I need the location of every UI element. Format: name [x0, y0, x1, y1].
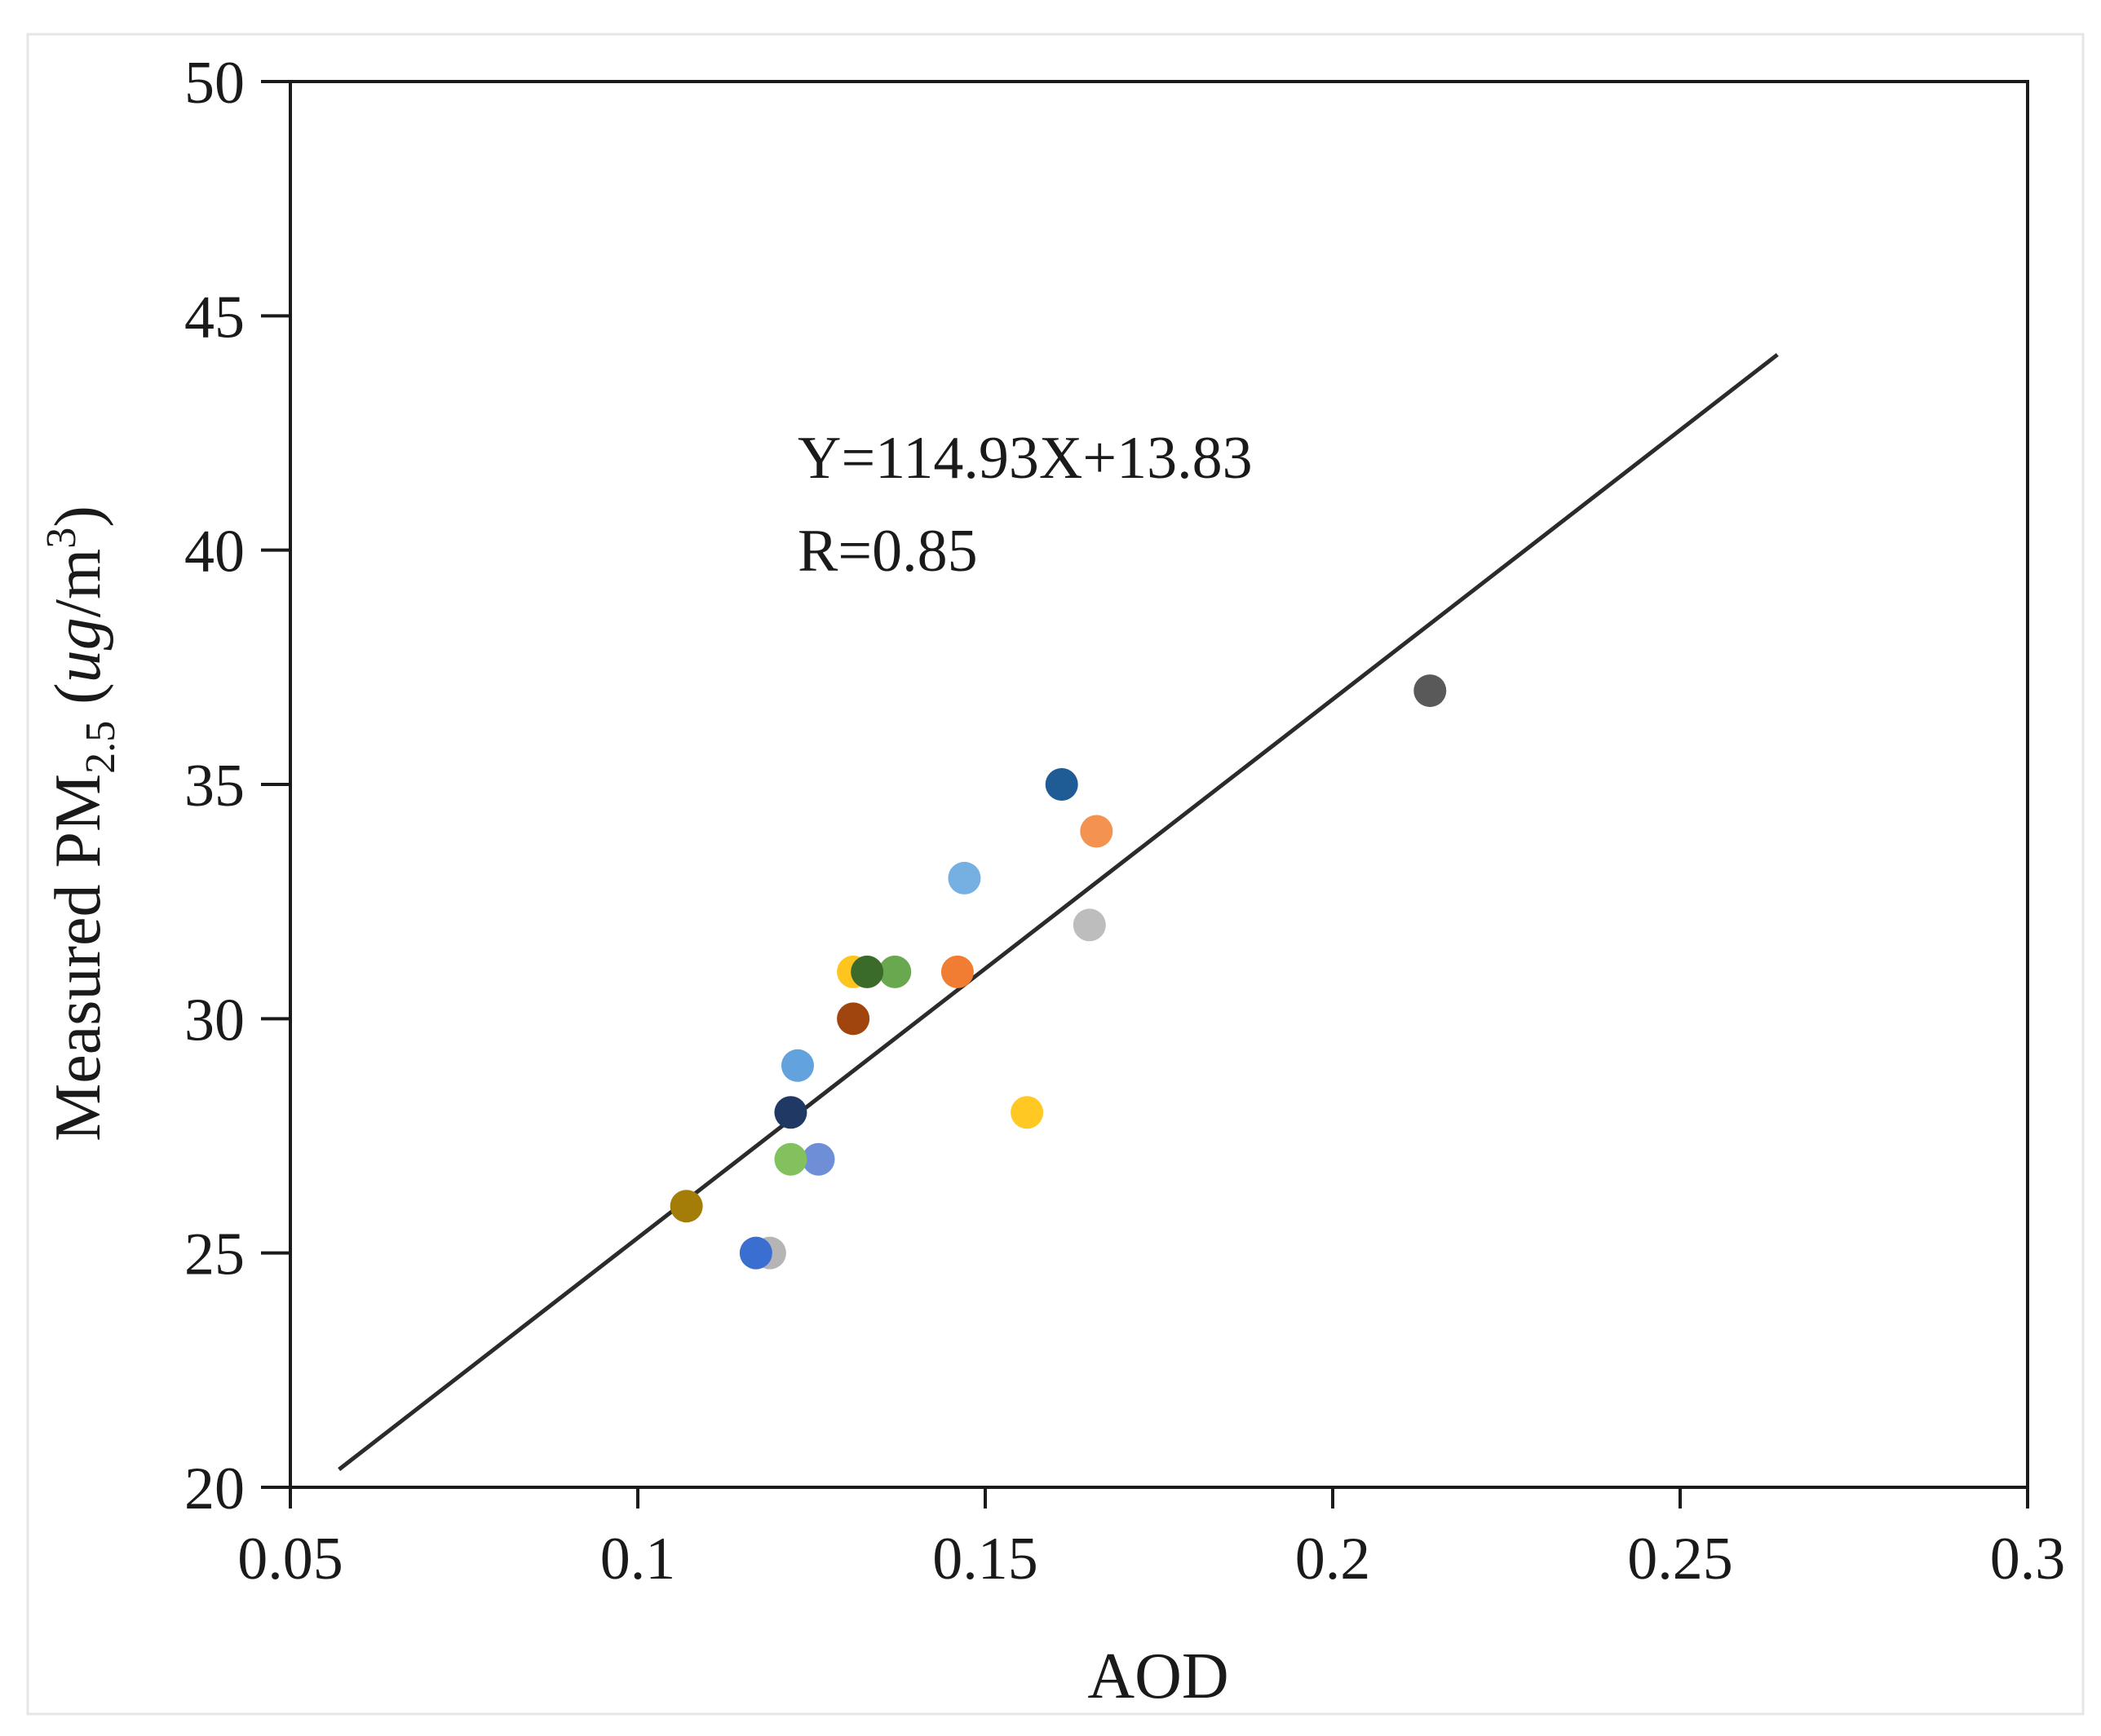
y-axis-title-subscript: 2.5 [77, 721, 124, 774]
y-tick-label: 25 [184, 1221, 245, 1288]
correlation-label: R=0.85 [798, 518, 978, 585]
data-point [670, 1190, 703, 1223]
regression-equation-label: Y=114.93X+13.83 [798, 425, 1253, 492]
data-point [1045, 768, 1078, 801]
x-tick-label: 0.15 [932, 1526, 1038, 1592]
data-point [1413, 674, 1447, 708]
data-point [948, 861, 981, 895]
data-point [1011, 1096, 1044, 1129]
y-axis-title-prefix: Measured PM [42, 774, 114, 1142]
y-tick-label: 20 [184, 1456, 245, 1522]
data-point [739, 1236, 772, 1270]
y-axis-title-unit-italic: ug [42, 617, 114, 682]
y-axis-title-unit-sup: 3 [38, 528, 85, 549]
data-point [781, 1049, 814, 1082]
y-tick-label: 40 [184, 519, 245, 585]
regression-line [338, 352, 1779, 1472]
data-point [1080, 815, 1113, 848]
x-tick-label: 0.1 [600, 1526, 676, 1592]
x-tick-label: 0.05 [237, 1526, 343, 1592]
data-point [837, 1002, 870, 1036]
x-tick-label: 0.3 [1990, 1526, 2066, 1592]
x-axis-title: AOD [1087, 1641, 1228, 1712]
data-point [802, 1142, 835, 1176]
plot-area: 0.05 0.1 0.15 0.2 0.25 0.3 20 25 30 35 40 45 50 [184, 50, 2065, 1592]
data-point [774, 1142, 807, 1176]
y-axis-title-unit-mid: /m [42, 549, 114, 617]
y-axis-title: Measured PM2.5 (ug/m3) [38, 506, 124, 1142]
x-tick-label: 0.25 [1627, 1526, 1733, 1592]
y-axis-title-unit-open: ( [42, 682, 114, 721]
data-point [878, 955, 912, 988]
data-point [940, 955, 974, 988]
y-axis-title-unit-close: ) [42, 506, 114, 528]
plot-frame [289, 80, 2029, 1489]
y-tick-label: 35 [184, 753, 245, 819]
data-point [1073, 908, 1106, 942]
y-tick-label: 30 [184, 987, 245, 1054]
y-tick-label: 50 [184, 50, 245, 117]
x-tick-label: 0.2 [1295, 1526, 1371, 1592]
y-tick-label: 45 [184, 284, 245, 351]
data-point [851, 955, 884, 988]
figure-border [26, 33, 2085, 1716]
data-point [774, 1096, 807, 1129]
